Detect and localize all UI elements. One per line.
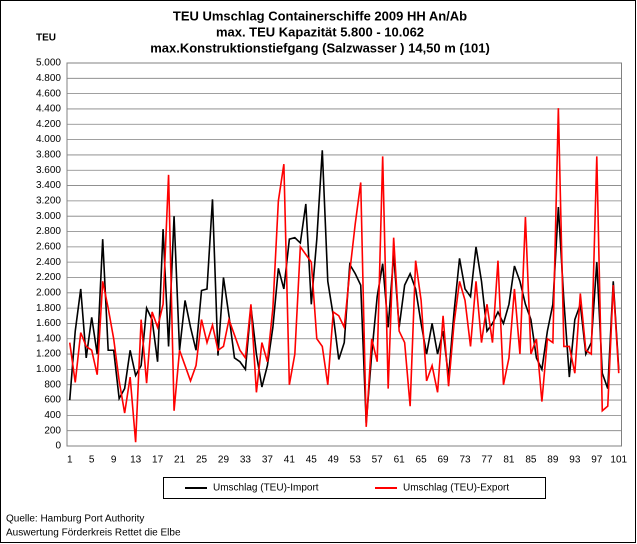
x-tick-label: 1 [67,455,73,466]
x-tick-label: 37 [262,455,274,466]
x-tick-label: 53 [350,455,362,466]
y-tick-label: 3.200 [36,196,61,207]
x-tick-label: 25 [196,455,208,466]
x-tick-label: 97 [591,455,603,466]
y-tick-label: 4.400 [36,104,61,115]
y-tick-label: 2.400 [36,257,61,268]
y-tick-label: 4.800 [36,73,61,84]
y-tick-label: 2.000 [36,287,61,298]
y-tick-label: 3.400 [36,180,61,191]
y-tick-label: 5.000 [36,58,61,69]
y-tick-label: 3.800 [36,150,61,161]
x-tick-label: 41 [284,455,296,466]
legend-label: Umschlag (TEU)-Export [403,483,509,494]
y-tick-label: 1.200 [36,349,61,360]
x-tick-label: 29 [218,455,230,466]
x-tick-label: 69 [438,455,450,466]
source-note: Quelle: Hamburg Port Authority [6,514,144,525]
y-tick-label: 0 [55,441,61,452]
y-tick-label: 1.600 [36,318,61,329]
y-tick-label: 200 [44,425,61,436]
y-tick-label: 2.600 [36,241,61,252]
x-tick-label: 21 [174,455,186,466]
x-tick-label: 49 [328,455,340,466]
y-tick-label: 400 [44,410,61,421]
legend-label: Umschlag (TEU)-Import [213,483,319,494]
y-tick-label: 4.200 [36,119,61,130]
x-tick-label: 89 [547,455,559,466]
y-tick-label: 600 [44,395,61,406]
chart-title: TEU Umschlag Containerschiffe 2009 HH An… [173,8,467,23]
series-line [68,108,620,443]
y-tick-label: 800 [44,379,61,390]
y-tick-label: 4.000 [36,134,61,145]
source-note: Auswertung Förderkreis Rettet die Elbe [6,528,181,539]
x-tick-label: 61 [394,455,406,466]
x-tick-label: 85 [525,455,537,466]
x-tick-label: 13 [130,455,142,466]
x-tick-label: 9 [111,455,117,466]
x-tick-label: 57 [372,455,384,466]
y-tick-label: 2.800 [36,226,61,237]
x-tick-label: 33 [240,455,252,466]
chart-title: max. TEU Kapazität 5.800 - 10.062 [216,24,424,39]
x-tick-label: 73 [459,455,471,466]
x-tick-label: 17 [152,455,164,466]
x-tick-label: 81 [503,455,515,466]
x-tick-label: 5 [89,455,95,466]
x-tick-label: 93 [569,455,581,466]
plot-area [66,62,622,447]
y-axis-label: TEU [36,33,56,44]
y-tick-label: 1.000 [36,364,61,375]
y-tick-label: 3.600 [36,165,61,176]
series-line [68,150,620,424]
x-tick-label: 101 [610,455,627,466]
x-tick-label: 77 [481,455,493,466]
y-tick-label: 1.800 [36,303,61,314]
y-tick-label: 4.600 [36,88,61,99]
x-tick-label: 45 [306,455,318,466]
y-tick-label: 3.000 [36,211,61,222]
y-tick-label: 2.200 [36,272,61,283]
x-tick-label: 65 [416,455,428,466]
legend-box [163,477,546,499]
chart-title: max.Konstruktionstiefgang (Salzwasser ) … [150,40,490,55]
y-tick-label: 1.400 [36,333,61,344]
